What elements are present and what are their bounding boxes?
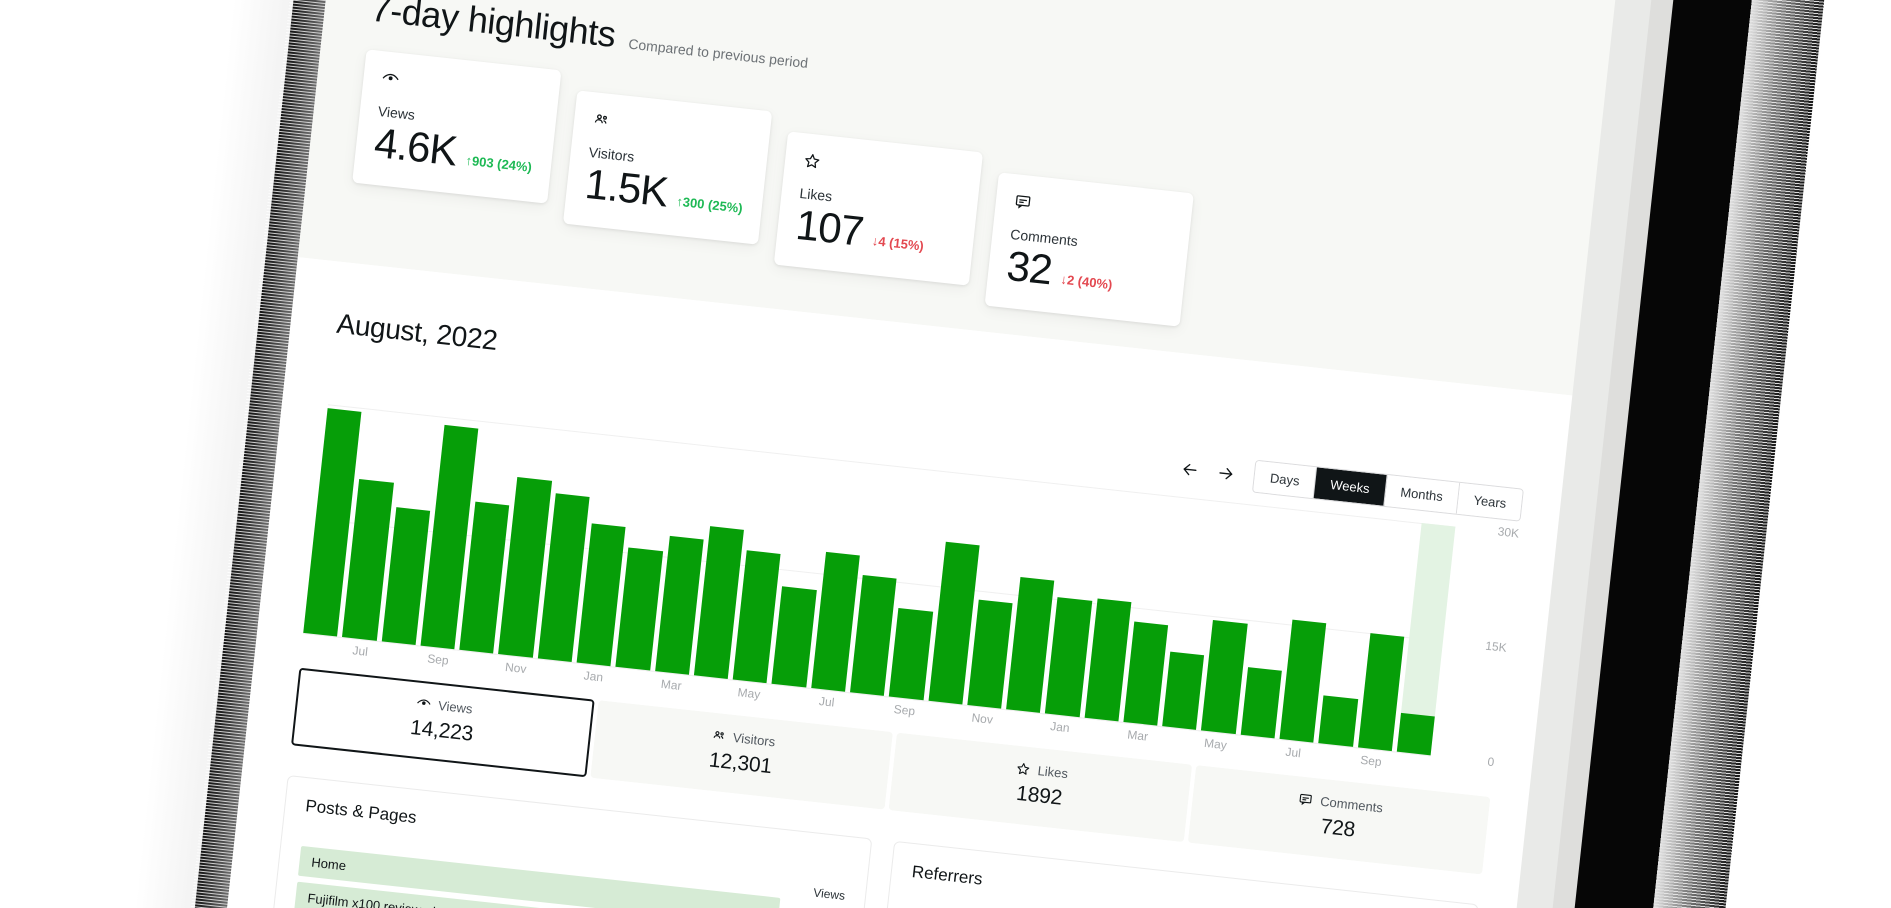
chart-bar[interactable]	[1357, 633, 1405, 752]
previous-period-arrow-icon[interactable]	[1180, 458, 1202, 480]
panel-title: Referrers	[910, 862, 984, 889]
page-title: 7-day highlights	[368, 0, 618, 55]
metric-label: Likes	[1036, 763, 1069, 782]
x-axis-tick-label: Jul	[351, 643, 369, 659]
x-axis-tick-label: Jan	[1049, 719, 1071, 736]
metric-label: Comments	[1319, 793, 1384, 816]
highlight-cards: Views 4.6K ↑903 (24%) Visitors 1.5K	[346, 49, 1557, 365]
chart-bar[interactable]	[1162, 651, 1205, 730]
x-axis-tick-label: Sep	[893, 702, 916, 719]
range-tab-days[interactable]: Days	[1253, 460, 1318, 499]
chart-controls: Days Weeks Months Years	[329, 359, 1524, 522]
chart-bar[interactable]	[771, 586, 817, 688]
period-stats-section: August, 2022 Days Weeks Months	[216, 257, 1581, 908]
chart-bar[interactable]	[1240, 666, 1282, 739]
x-axis-tick-label: May	[1203, 735, 1228, 753]
chart-bar[interactable]	[889, 608, 933, 701]
comment-icon	[1298, 791, 1315, 808]
highlight-value: 107	[793, 200, 866, 255]
range-tab-weeks[interactable]: Weeks	[1313, 467, 1388, 506]
highlight-card-visitors[interactable]: Visitors 1.5K ↑300 (25%)	[562, 90, 773, 245]
x-axis-tick-label: Sep	[1359, 752, 1383, 770]
highlight-card-views[interactable]: Views 4.6K ↑903 (24%)	[352, 49, 562, 204]
app-screen: 7-day highlights Compared to previous pe…	[209, 0, 1635, 908]
visitors-icon	[710, 728, 727, 745]
metric-tab-likes[interactable]: Likes 1892	[888, 732, 1192, 843]
x-axis-tick-label: Jul	[1284, 744, 1302, 761]
metric-label: Visitors	[732, 729, 776, 750]
range-tab-years[interactable]: Years	[1457, 482, 1523, 521]
highlight-card-likes[interactable]: Likes 107 ↓4 (15%)	[773, 131, 984, 286]
metric-tab-comments[interactable]: Comments 728	[1187, 765, 1491, 875]
metric-tab-visitors[interactable]: Visitors 12,301	[589, 700, 893, 810]
eye-icon	[380, 67, 541, 106]
highlight-delta: ↑903 (24%)	[464, 152, 533, 175]
chart-bar[interactable]	[615, 547, 663, 671]
chart-bar[interactable]	[1396, 712, 1435, 756]
star-icon	[802, 149, 963, 188]
x-axis-tick-label: Jan	[583, 668, 604, 685]
y-axis-tick-label: 15K	[1484, 638, 1508, 655]
x-axis-tick-label: May	[736, 685, 762, 702]
highlight-card-comments[interactable]: Comments 32 ↓2 (40%)	[984, 172, 1194, 327]
highlight-delta: ↓4 (15%)	[871, 233, 925, 254]
highlight-value: 1.5K	[582, 159, 670, 216]
x-axis-tick-label: Mar	[660, 676, 683, 693]
highlight-value: 32	[1004, 241, 1055, 294]
chart-bar[interactable]	[1279, 620, 1327, 743]
chart-bar[interactable]	[1123, 621, 1169, 726]
comparison-subtitle: Compared to previous period	[627, 35, 809, 71]
chart-bar[interactable]	[1045, 597, 1092, 718]
visitors-icon	[591, 108, 752, 147]
range-tab-months[interactable]: Months	[1383, 474, 1461, 514]
star-icon	[1015, 761, 1032, 778]
comment-icon	[1013, 190, 1174, 229]
x-axis-tick-label: Jul	[818, 694, 836, 710]
next-period-arrow-icon[interactable]	[1215, 462, 1237, 484]
y-axis-tick-label: 30K	[1497, 524, 1520, 541]
chart-bar[interactable]	[1318, 695, 1358, 747]
eye-icon	[416, 696, 433, 713]
highlight-delta: ↑300 (25%)	[675, 193, 744, 216]
column-header-views: Views	[812, 885, 846, 903]
metric-tab-views[interactable]: Views 14,223	[291, 667, 595, 778]
chart-bar[interactable]	[849, 574, 897, 696]
highlight-delta: ↓2 (40%)	[1059, 271, 1114, 293]
x-axis-tick-label: Sep	[426, 651, 450, 668]
highlights-section: 7-day highlights Compared to previous pe…	[297, 0, 1635, 397]
metric-label: Views	[437, 697, 474, 717]
metric-tab-group: Views 14,223 Visitors 12,301	[291, 667, 1491, 875]
chart-bar[interactable]	[967, 599, 1013, 709]
x-axis-tick-label: Nov	[970, 710, 994, 727]
x-axis-tick-label: Nov	[504, 659, 528, 677]
x-axis-tick-label: Mar	[1126, 727, 1149, 744]
chart-bar[interactable]	[1084, 598, 1132, 722]
chart-bar[interactable]	[1201, 619, 1248, 735]
highlight-value: 4.6K	[372, 118, 460, 175]
